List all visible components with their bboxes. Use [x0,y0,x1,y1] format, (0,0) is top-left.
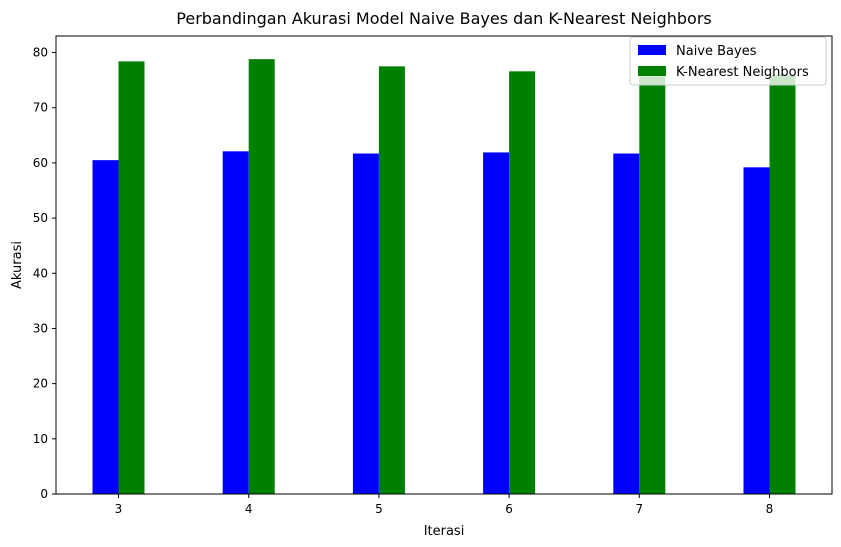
legend-swatch-knn [638,66,666,76]
bar-knn-8 [769,75,796,494]
bar-naive-bayes-6 [483,152,510,494]
x-axis-label: Iterasi [424,524,465,539]
bar-naive-bayes-5 [352,153,379,494]
x-tick-label: 4 [245,502,253,516]
x-tick-label: 7 [635,502,643,516]
legend-label-knn: K-Nearest Neighbors [676,65,809,80]
y-tick-label: 50 [33,211,48,225]
bar-naive-bayes-4 [222,151,249,495]
chart-title: Perbandingan Akurasi Model Naive Bayes d… [176,9,711,28]
y-tick-label: 60 [33,156,48,170]
plot-frame [55,35,833,495]
bar-knn-5 [378,66,405,494]
x-tick-label: 6 [505,502,513,516]
x-tick-label: 3 [115,502,123,516]
x-tick-label: 5 [375,502,383,516]
y-tick-label: 10 [33,432,48,446]
y-tick-label: 80 [33,46,48,60]
legend-label-naive-bayes: Naive Bayes [676,44,757,59]
bars-group [92,59,796,495]
legend: Naive Bayes K-Nearest Neighbors [629,36,827,86]
x-tick-label: 8 [766,502,774,516]
bar-knn-7 [639,76,666,495]
y-axis: 0 10 20 30 40 50 60 70 80 [33,46,56,501]
y-tick-label: 40 [33,266,48,280]
bar-naive-bayes-7 [613,153,640,494]
y-tick-label: 70 [33,101,48,115]
y-tick-label: 20 [33,377,48,391]
x-axis: 3 4 5 6 7 8 [115,494,774,516]
bar-knn-6 [509,71,536,494]
y-tick-label: 0 [40,487,48,501]
bar-knn-3 [118,61,145,495]
bar-naive-bayes-8 [743,167,770,494]
y-axis-label: Akurasi [10,241,25,289]
bar-naive-bayes-3 [92,160,119,495]
legend-swatch-naive-bayes [638,45,666,55]
y-tick-label: 30 [33,321,48,335]
bar-knn-4 [248,59,275,494]
legend-box [629,36,827,86]
